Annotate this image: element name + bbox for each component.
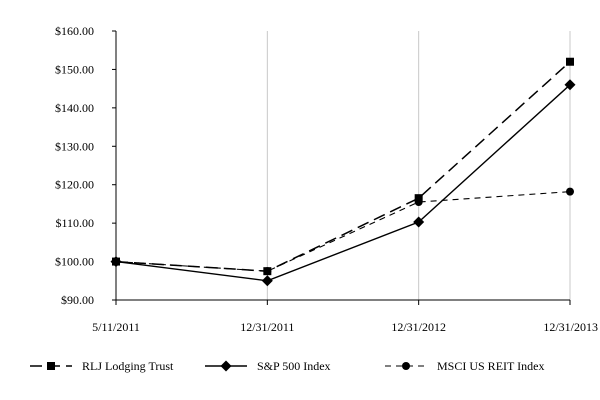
legend-marker-msci-us-reit-index [402,362,410,370]
data-point-msci-us-reit-index [566,187,574,196]
legend-marker-rlj-lodging-trust [47,362,55,370]
y-tick-label: $100.00 [55,255,94,269]
chart-gridlines [266,31,571,300]
data-point-s-p-500-index [261,275,273,287]
y-tick-label: $140.00 [55,101,94,115]
series-line-s-p-500-index [115,84,571,282]
y-tick-label: $90.00 [61,293,94,307]
y-tick-label: $110.00 [55,216,94,230]
y-tick-label: $150.00 [55,62,94,76]
data-point-s-p-500-index [413,216,425,228]
y-axis-ticks: $90.00 $100.00 $110.00 $120.00 $130.00 $140.0… [55,24,116,307]
y-tick-label: $120.00 [55,178,94,192]
chart-legend: RLJ Lodging Trust S&P 500 Index MSCI US RE… [30,359,544,373]
series-line-rlj-lodging-trust [115,61,571,272]
legend-label-msci-us-reit-index: MSCI US REIT Index [437,359,544,373]
y-tick-label: $130.00 [55,139,94,153]
legend-label-rlj-lodging-trust: RLJ Lodging Trust [82,359,174,373]
legend-label-s-p-500-index: S&P 500 Index [257,359,331,373]
series-line-msci-us-reit-index [115,191,571,272]
data-point-msci-us-reit-index [263,267,272,276]
legend-marker-s-p-500-index [220,360,232,372]
x-tick-label: 12/31/2012 [391,320,446,334]
data-point-msci-us-reit-index [414,198,423,207]
x-tick-label: 5/11/2011 [92,320,140,334]
data-point-rlj-lodging-trust [566,57,574,66]
x-tick-label: 12/31/2013 [543,320,598,334]
x-axis-ticks: 5/11/2011 12/31/2011 12/31/2012 12/31/2013 [92,300,598,334]
chart-series [110,57,576,287]
data-point-s-p-500-index [564,79,576,91]
data-point-msci-us-reit-index [112,257,120,266]
y-tick-label: $160.00 [55,24,94,38]
x-tick-label: 12/31/2011 [240,320,294,334]
chart-axes [115,31,570,301]
